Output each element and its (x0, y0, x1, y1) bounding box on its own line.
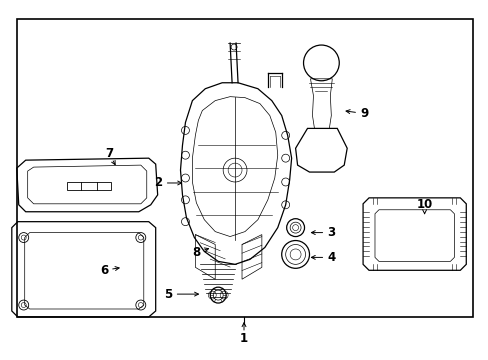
Text: 7: 7 (105, 147, 113, 160)
Text: 8: 8 (192, 246, 200, 259)
Bar (17, 19, 472, 317)
Text: 3: 3 (326, 226, 335, 239)
Text: 5: 5 (164, 288, 172, 301)
Text: 6: 6 (100, 264, 108, 277)
Text: 1: 1 (240, 332, 247, 345)
Text: 9: 9 (359, 107, 367, 120)
Text: 4: 4 (326, 251, 335, 264)
Text: 10: 10 (416, 198, 432, 211)
Text: 2: 2 (154, 176, 163, 189)
